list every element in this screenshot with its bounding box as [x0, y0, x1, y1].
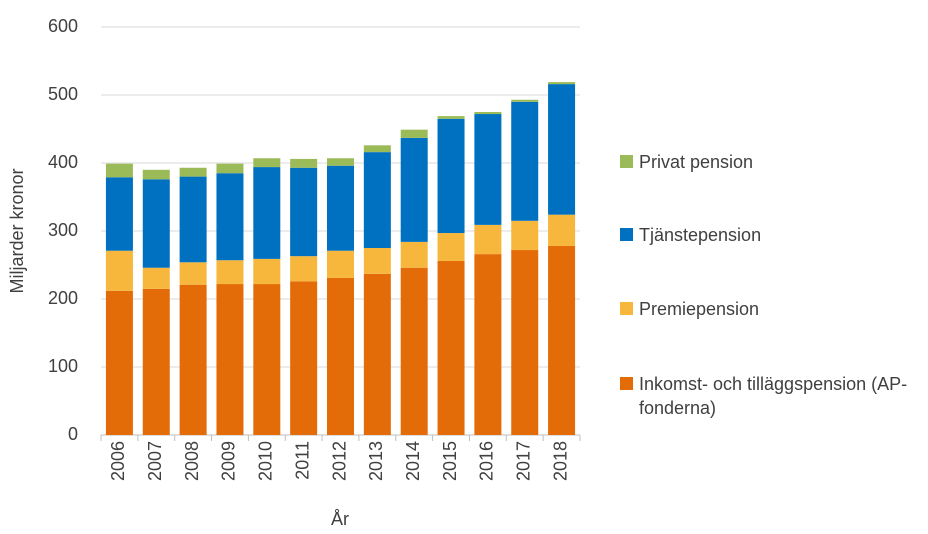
bar-segment: [179, 262, 207, 285]
x-axis-title: År: [331, 509, 349, 529]
x-tick-label: 2011: [292, 441, 312, 480]
bar-segment: [548, 82, 576, 85]
bar-segment: [363, 152, 391, 248]
x-tick-label: 2018: [550, 441, 570, 481]
bar-segment: [511, 250, 539, 435]
bar-segment: [400, 129, 428, 138]
bar-segment: [327, 277, 354, 435]
bar-segment: [105, 290, 133, 435]
bar-segment: [511, 99, 539, 102]
bar-segment: [142, 288, 170, 435]
legend-label: Privat pension: [639, 152, 754, 172]
bar-segment: [179, 284, 207, 435]
legend-label: Inkomst- och tilläggspension (AP-fondern…: [639, 374, 908, 418]
bar-segment: [474, 254, 502, 435]
y-tick-label: 0: [68, 424, 78, 444]
x-tick-label: 2008: [182, 441, 202, 481]
bar-segment: [363, 145, 391, 153]
bar-segment: [548, 84, 576, 215]
bar-segment: [216, 163, 244, 174]
bar-segment: [363, 273, 391, 435]
bar-segment: [290, 256, 318, 282]
legend-item: Inkomst- och tilläggspension (AP-fondern…: [620, 372, 920, 420]
y-tick-label: 100: [48, 356, 78, 376]
bar-segment: [216, 284, 244, 435]
bar-segment: [363, 248, 391, 274]
bar-segment: [548, 214, 576, 246]
bar-segment: [253, 284, 281, 435]
bar-segment: [253, 158, 281, 168]
bar-segment: [216, 173, 244, 261]
bar-segment: [142, 267, 170, 289]
bar-segment: [327, 165, 354, 251]
bar-segment: [474, 114, 502, 225]
x-tick-label: 2016: [477, 441, 497, 481]
bar-segment: [179, 176, 207, 263]
y-tick-label: 500: [48, 84, 78, 104]
bar-segment: [400, 267, 428, 435]
bar-segment: [437, 116, 465, 119]
y-tick-label: 600: [48, 16, 78, 36]
x-tick-label: 2007: [145, 441, 165, 481]
bar-segment: [142, 179, 170, 268]
bar-segment: [327, 250, 354, 278]
bar-segment: [105, 250, 133, 291]
bar-segment: [511, 101, 539, 221]
legend-label: Tjänstepension: [639, 225, 762, 245]
bar-segment: [290, 158, 318, 168]
bar-segment: [142, 169, 170, 180]
y-tick-label: 400: [48, 152, 78, 172]
bar-segment: [179, 167, 207, 177]
legend-swatch: [620, 377, 633, 390]
x-tick-label: 2017: [513, 441, 533, 481]
bar-segment: [400, 137, 428, 242]
legend-swatch: [620, 302, 633, 315]
legend-swatch: [620, 228, 633, 241]
bar-segment: [437, 233, 465, 261]
x-tick-label: 2015: [440, 441, 460, 481]
legend-label: Premiepension: [639, 299, 760, 319]
x-tick-label: 2013: [366, 441, 386, 481]
x-tick-label: 2009: [219, 441, 239, 481]
y-axis-title: Miljarder kronor: [7, 168, 27, 293]
y-tick-label: 300: [48, 220, 78, 240]
bar-segment: [290, 281, 318, 435]
bar-segment: [474, 112, 502, 115]
bar-segment: [548, 245, 576, 435]
x-tick-label: 2006: [108, 441, 128, 481]
legend-item: Premiepension: [620, 297, 920, 321]
bar-segment: [105, 163, 133, 178]
y-tick-label: 200: [48, 288, 78, 308]
x-tick-label: 2014: [403, 441, 423, 481]
x-tick-label: 2010: [256, 441, 276, 481]
bar-segment: [253, 167, 281, 259]
legend-item: Privat pension: [620, 150, 920, 174]
bar-segment: [474, 224, 502, 255]
bar-segment: [400, 241, 428, 268]
bar-segment: [290, 167, 318, 257]
x-tick-label: 2012: [329, 441, 349, 481]
bar-segment: [437, 118, 465, 234]
bar-segment: [327, 158, 354, 166]
legend-swatch: [620, 155, 633, 168]
bar-segment: [253, 258, 281, 285]
bar-segment: [437, 260, 465, 435]
bar-segment: [511, 220, 539, 251]
legend-item: Tjänstepension: [620, 223, 920, 247]
bar-segment: [216, 260, 244, 285]
bar-segment: [105, 177, 133, 251]
